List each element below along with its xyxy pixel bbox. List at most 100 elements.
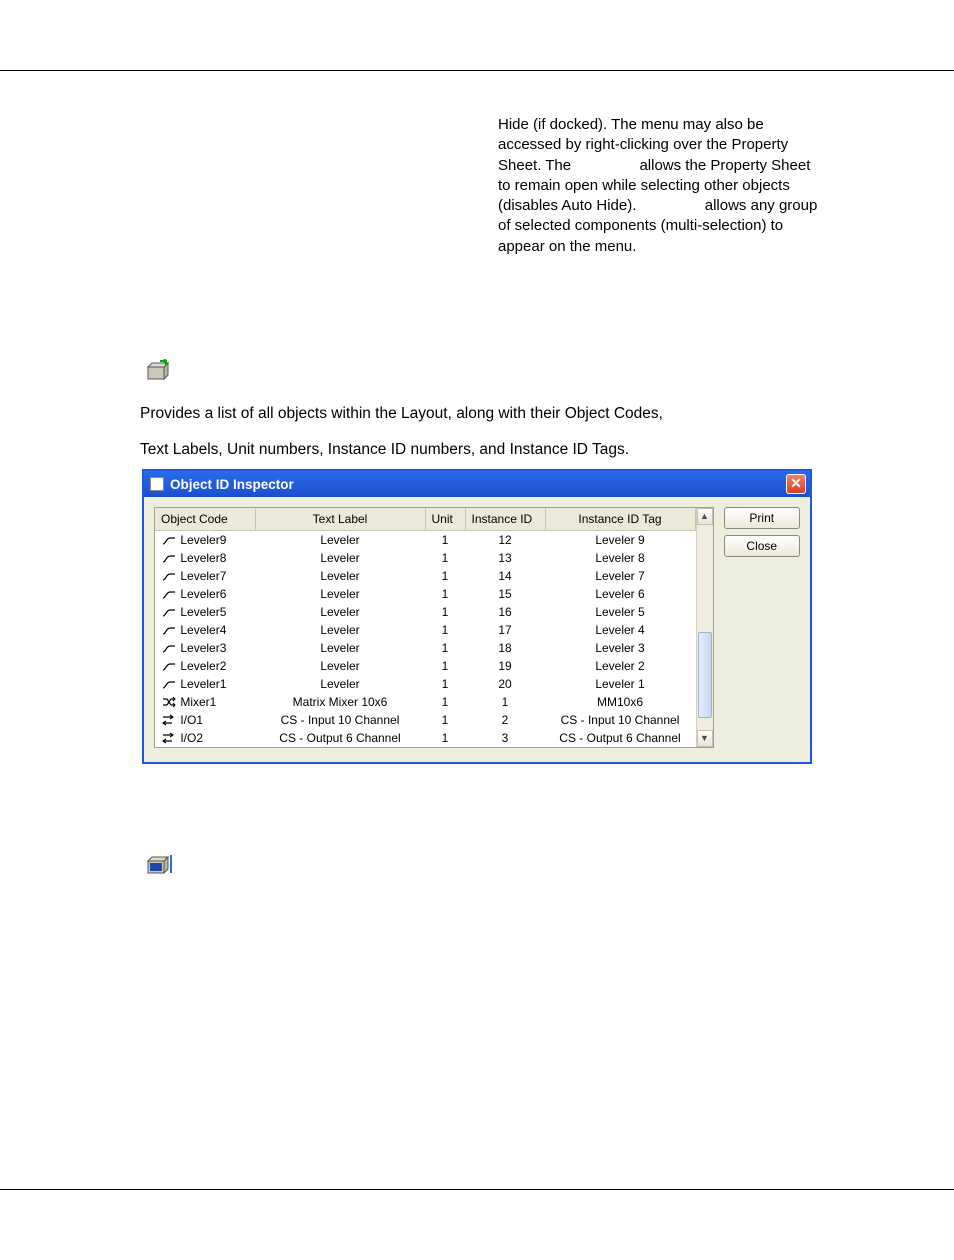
cell-unit: 1	[425, 675, 465, 693]
cell-instance-id: 16	[465, 603, 545, 621]
scroll-thumb[interactable]	[698, 632, 712, 718]
cell-instance-id-tag: Leveler 6	[545, 585, 695, 603]
cell-object-code: Leveler9	[155, 531, 255, 550]
col-object-code[interactable]: Object Code	[155, 508, 255, 531]
cell-instance-id: 13	[465, 549, 545, 567]
window-title: Object ID Inspector	[170, 477, 780, 492]
cell-code-text: Leveler7	[180, 569, 226, 583]
cell-instance-id: 3	[465, 729, 545, 747]
cell-instance-id-tag: MM10x6	[545, 693, 695, 711]
cell-object-code: Leveler2	[155, 657, 255, 675]
cell-text-label: Leveler	[255, 531, 425, 550]
table-row[interactable]: Mixer1Matrix Mixer 10x611MM10x6	[155, 693, 695, 711]
scroll-up-button[interactable]: ▲	[697, 508, 713, 525]
leveler-icon	[161, 587, 177, 601]
col-instance-id[interactable]: Instance ID	[465, 508, 545, 531]
cell-instance-id-tag: Leveler 5	[545, 603, 695, 621]
cell-code-text: Leveler1	[180, 677, 226, 691]
table-row[interactable]: Leveler8Leveler113Leveler 8	[155, 549, 695, 567]
cell-object-code: Leveler8	[155, 549, 255, 567]
leveler-icon	[161, 623, 177, 637]
cell-object-code: Leveler5	[155, 603, 255, 621]
cell-text-label: Leveler	[255, 567, 425, 585]
cell-unit: 1	[425, 621, 465, 639]
leveler-icon	[161, 677, 177, 691]
titlebar[interactable]: Object ID Inspector ✕	[144, 471, 810, 497]
cell-object-code: I/O1	[155, 711, 255, 729]
window-body: Object Code Text Label Unit Instance ID …	[144, 497, 810, 762]
cell-text-label: Matrix Mixer 10x6	[255, 693, 425, 711]
cell-instance-id: 2	[465, 711, 545, 729]
cell-text-label: Leveler	[255, 657, 425, 675]
close-button[interactable]: Close	[724, 535, 801, 557]
cell-instance-id-tag: Leveler 1	[545, 675, 695, 693]
cell-instance-id: 20	[465, 675, 545, 693]
close-icon[interactable]: ✕	[786, 474, 806, 494]
scroll-down-button[interactable]: ▼	[697, 730, 713, 747]
cell-instance-id: 18	[465, 639, 545, 657]
mixer-icon	[161, 695, 177, 709]
cell-text-label: Leveler	[255, 675, 425, 693]
cell-instance-id: 19	[465, 657, 545, 675]
cell-code-text: Leveler5	[180, 605, 226, 619]
cell-instance-id: 14	[465, 567, 545, 585]
cell-unit: 1	[425, 711, 465, 729]
cell-unit: 1	[425, 531, 465, 550]
cell-instance-id-tag: CS - Output 6 Channel	[545, 729, 695, 747]
cell-object-code: Leveler4	[155, 621, 255, 639]
vertical-scrollbar[interactable]: ▲ ▼	[696, 508, 713, 747]
cell-object-code: Leveler6	[155, 585, 255, 603]
cell-code-text: Leveler8	[180, 551, 226, 565]
cell-unit: 1	[425, 567, 465, 585]
body-text-top: Hide (if docked). The menu may also be a…	[498, 115, 818, 257]
cell-instance-id-tag: Leveler 2	[545, 657, 695, 675]
cell-object-code: Mixer1	[155, 693, 255, 711]
cell-code-text: Leveler6	[180, 587, 226, 601]
scroll-track[interactable]	[697, 525, 713, 730]
desc-p1: Provides a list of all objects within th…	[140, 403, 820, 425]
cell-unit: 1	[425, 693, 465, 711]
cell-unit: 1	[425, 657, 465, 675]
table-row[interactable]: Leveler1Leveler120Leveler 1	[155, 675, 695, 693]
cell-unit: 1	[425, 585, 465, 603]
cell-text-label: Leveler	[255, 585, 425, 603]
leveler-icon	[161, 569, 177, 583]
io-icon	[161, 731, 177, 745]
object-id-inspector-window: Object ID Inspector ✕ Object Code Text L…	[142, 469, 812, 764]
leveler-icon	[161, 551, 177, 565]
cell-unit: 1	[425, 603, 465, 621]
cell-instance-id: 15	[465, 585, 545, 603]
table-row[interactable]: Leveler3Leveler118Leveler 3	[155, 639, 695, 657]
inspector-icon	[146, 359, 170, 381]
table-row[interactable]: Leveler2Leveler119Leveler 2	[155, 657, 695, 675]
table-row[interactable]: I/O2CS - Output 6 Channel13CS - Output 6…	[155, 729, 695, 747]
leveler-icon	[161, 533, 177, 547]
col-text-label[interactable]: Text Label	[255, 508, 425, 531]
table-row[interactable]: Leveler6 Leveler115Leveler 6	[155, 585, 695, 603]
col-instance-id-tag[interactable]: Instance ID Tag	[545, 508, 695, 531]
io-icon	[161, 713, 177, 727]
cell-text-label: Leveler	[255, 621, 425, 639]
cell-code-text: Leveler4	[180, 623, 226, 637]
object-table: Object Code Text Label Unit Instance ID …	[155, 508, 696, 747]
table-row[interactable]: Leveler4Leveler117Leveler 4	[155, 621, 695, 639]
cell-instance-id-tag: Leveler 4	[545, 621, 695, 639]
cell-object-code: Leveler3	[155, 639, 255, 657]
col-unit[interactable]: Unit	[425, 508, 465, 531]
cell-unit: 1	[425, 549, 465, 567]
table-row[interactable]: Leveler7 Leveler114Leveler 7	[155, 567, 695, 585]
print-button[interactable]: Print	[724, 507, 801, 529]
cell-code-text: I/O2	[180, 731, 203, 745]
cell-instance-id-tag: Leveler 9	[545, 531, 695, 550]
cell-object-code: Leveler7	[155, 567, 255, 585]
table-row[interactable]: Leveler5Leveler116Leveler 5	[155, 603, 695, 621]
table-container: Object Code Text Label Unit Instance ID …	[154, 507, 714, 748]
cell-instance-id: 12	[465, 531, 545, 550]
cell-instance-id-tag: Leveler 7	[545, 567, 695, 585]
cell-instance-id: 1	[465, 693, 545, 711]
cell-instance-id-tag: CS - Input 10 Channel	[545, 711, 695, 729]
table-header-row: Object Code Text Label Unit Instance ID …	[155, 508, 695, 531]
table-row[interactable]: I/O1CS - Input 10 Channel12CS - Input 10…	[155, 711, 695, 729]
cell-code-text: Leveler9	[180, 533, 226, 547]
table-row[interactable]: Leveler9 Leveler112Leveler 9	[155, 531, 695, 550]
